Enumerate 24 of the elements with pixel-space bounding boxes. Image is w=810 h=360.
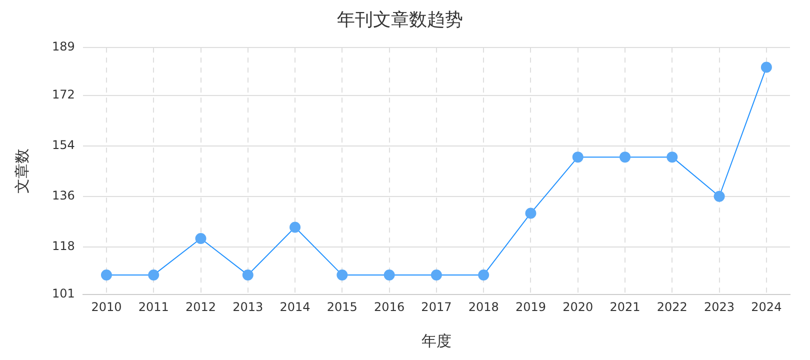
x-tick-label: 2018: [468, 300, 499, 314]
y-axis-title: 文章数: [12, 148, 31, 194]
x-tick-label: 2020: [562, 300, 594, 314]
x-tick-label: 2017: [421, 300, 452, 314]
x-tick-label: 2013: [232, 300, 264, 314]
x-tick-label: 2022: [656, 300, 688, 314]
x-tick-label: 2011: [138, 300, 169, 314]
y-tick-label: 189: [52, 40, 75, 54]
x-tick-label: 2023: [704, 300, 735, 314]
y-tick-label: 172: [52, 87, 75, 102]
x-tick-label: 2021: [610, 300, 640, 314]
x-tick-label: 2014: [280, 300, 310, 314]
y-tick-label: 136: [52, 188, 75, 202]
x-axis-title: 年度: [421, 332, 452, 350]
chart-title: 年刊文章数趋势: [337, 9, 463, 30]
x-tick-label: 2016: [374, 300, 405, 314]
x-tick-label: 2024: [751, 300, 782, 314]
x-tick-label: 2019: [515, 300, 546, 314]
y-tick-label: 154: [52, 138, 75, 152]
x-tick-label: 2010: [91, 300, 122, 314]
y-tick-label: 118: [52, 239, 75, 254]
x-tick-label: 2012: [185, 300, 216, 314]
x-tick-label: 2015: [326, 300, 358, 314]
y-tick-label: 101: [52, 286, 75, 301]
